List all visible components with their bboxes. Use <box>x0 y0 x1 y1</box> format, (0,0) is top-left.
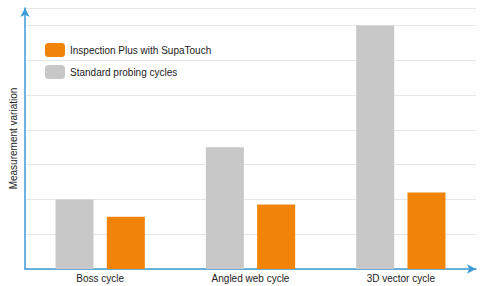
svg-text:Boss cycle: Boss cycle <box>76 273 124 284</box>
svg-text:Standard probing cycles: Standard probing cycles <box>70 67 177 78</box>
svg-text:Inspection Plus with SupaTouch: Inspection Plus with SupaTouch <box>70 45 211 56</box>
svg-text:Angled web cycle: Angled web cycle <box>212 273 290 284</box>
svg-text:3D vector cycle: 3D vector cycle <box>367 273 436 284</box>
svg-text:Measurement variation: Measurement variation <box>8 88 19 190</box>
